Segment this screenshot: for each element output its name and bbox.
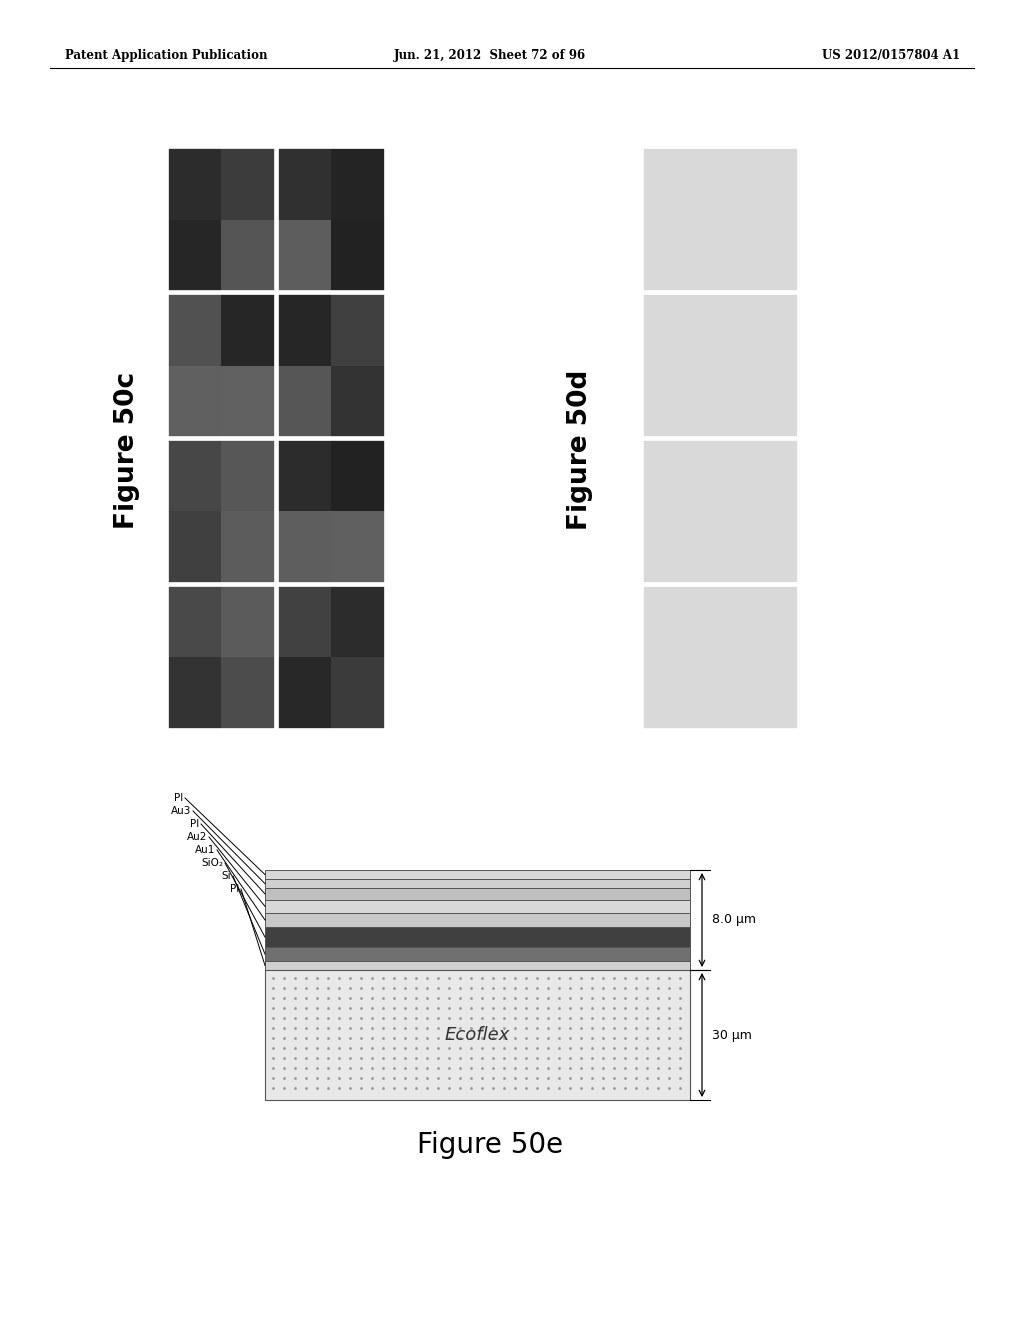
Text: Au1: Au1 (195, 845, 215, 855)
Text: Figure 50e: Figure 50e (417, 1131, 563, 1159)
FancyBboxPatch shape (265, 927, 690, 948)
Text: Figure 50d: Figure 50d (567, 370, 593, 531)
Text: Patent Application Publication: Patent Application Publication (65, 49, 267, 62)
Text: Au3: Au3 (171, 807, 191, 816)
Text: PI: PI (189, 818, 199, 829)
FancyBboxPatch shape (265, 948, 690, 961)
Bar (265, 970, 690, 1100)
FancyBboxPatch shape (265, 870, 690, 879)
Text: Jun. 21, 2012  Sheet 72 of 96: Jun. 21, 2012 Sheet 72 of 96 (394, 49, 586, 62)
Text: 30 μm: 30 μm (712, 1028, 752, 1041)
FancyBboxPatch shape (265, 879, 690, 888)
Text: SiO₂: SiO₂ (201, 858, 223, 869)
Text: US 2012/0157804 A1: US 2012/0157804 A1 (822, 49, 961, 62)
Text: PI: PI (229, 884, 239, 894)
Text: Au2: Au2 (186, 832, 207, 842)
Text: Ecoflex: Ecoflex (444, 1026, 510, 1044)
FancyBboxPatch shape (265, 899, 690, 913)
Text: PI: PI (174, 793, 183, 803)
FancyBboxPatch shape (265, 913, 690, 927)
Text: 8.0 μm: 8.0 μm (712, 913, 756, 927)
Text: Figure 50c: Figure 50c (114, 371, 140, 528)
FancyBboxPatch shape (265, 888, 690, 899)
FancyBboxPatch shape (265, 961, 690, 970)
Text: Si: Si (221, 871, 231, 880)
